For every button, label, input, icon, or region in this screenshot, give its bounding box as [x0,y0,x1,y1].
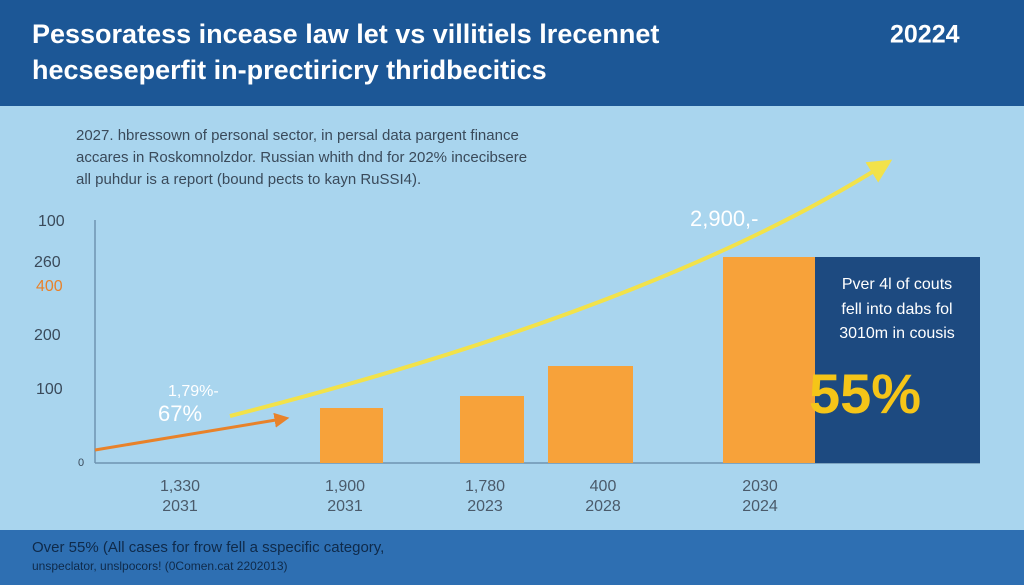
axis-label: 100 [38,213,65,230]
panel-big: 55% [809,362,921,425]
column-top: 2030 [742,478,778,495]
intro-line: all puhdur is a report (bound pects to k… [76,171,421,188]
column-bottom: 2031 [162,498,198,515]
axis-label: 100 [36,381,63,398]
footer-band [0,530,1024,585]
column-top: 1,900 [325,478,365,495]
column-top: 400 [590,478,617,495]
column-bottom: 2028 [585,498,621,515]
panel-line: fell into dabs fol [841,301,952,318]
bar [460,396,524,463]
column-bottom: 2024 [742,498,778,515]
axis-label: 200 [34,327,61,344]
header-band [0,0,1024,106]
footer-line: Over 55% (All cases for frow fell a sspe… [32,539,384,556]
orange-arrow [94,412,290,452]
column-bottom: 2023 [467,498,503,515]
bar [320,408,383,463]
callout: 2,900,- [690,206,759,231]
title-line: hecseseperfit in-prectiricry thridbeciti… [32,55,547,85]
panel-line: Pver 4l of couts [842,276,952,293]
axis-label: 0 [78,457,84,469]
intro-line: accares in Roskomnolzdor. Russian whith … [76,149,527,166]
title-line: Pessoratess incease law let vs villitiel… [32,19,659,49]
bar [723,257,815,463]
info-panel [815,257,980,463]
panel-line: 3010m in cousis [839,325,955,342]
bar [548,366,633,463]
callout: 67% [158,401,202,426]
column-bottom: 2031 [327,498,363,515]
intro-line: 2027. hbressown of personal sector, in p… [76,127,519,144]
footer-line: unspeclator, unslpocors! (0Comen.cat 220… [32,559,288,573]
trend-arrow [229,159,893,418]
year: 20224 [890,21,960,49]
column-top: 1,330 [160,478,200,495]
callout: 1,79%- [168,383,219,400]
axis-label: 400 [36,278,63,295]
column-top: 1,780 [465,478,505,495]
axis-label: 260 [34,254,61,271]
